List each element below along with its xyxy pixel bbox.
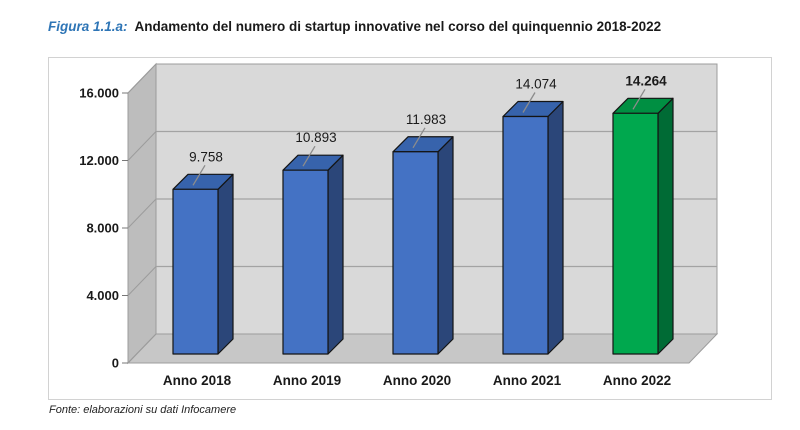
figure-label: Figura 1.1.a:: [48, 19, 128, 34]
y-axis-label: 16.000: [79, 86, 119, 101]
side-wall-gridline: [127, 63, 157, 94]
bar-side-anno-2021: [547, 100, 564, 355]
x-axis-label: Anno 2020: [383, 373, 451, 388]
leader-line: [522, 92, 536, 113]
x-axis-label: Anno 2021: [493, 373, 562, 388]
value-label: 14.264: [625, 73, 667, 88]
bar-anno-2020: [392, 151, 439, 355]
bar-anno-2021: [502, 115, 549, 355]
x-axis-label: Anno 2022: [603, 373, 671, 388]
leader-line: [302, 145, 316, 167]
x-axis-label: Anno 2018: [163, 373, 232, 388]
y-axis-label: 12.000: [79, 153, 119, 168]
bar-chart-svg: 0 4.000 8.000 12.000 16.000 9.758 Anno 2018 10.…: [79, 62, 719, 388]
side-wall-gridline: [127, 333, 157, 364]
y-axis-label: 0: [112, 356, 119, 371]
side-wall-gridline: [127, 266, 157, 296]
figure-title-text: Andamento del numero di startup innovati…: [134, 19, 662, 34]
chart-container: 0 4.000 8.000 12.000 16.000 9.758 Anno 2018 10.…: [48, 57, 772, 400]
page-title: Figura 1.1.a: Andamento del numero di sta…: [48, 19, 768, 34]
x-axis-label: Anno 2019: [273, 373, 341, 388]
bar-anno-2018: [172, 188, 219, 355]
value-label: 10.893: [295, 130, 336, 145]
bar-side-anno-2019: [327, 154, 344, 355]
y-axis-label: 8.000: [86, 221, 119, 236]
side-wall-gridline: [127, 131, 157, 161]
bar-side-anno-2022: [657, 97, 674, 355]
value-label: 9.758: [189, 149, 223, 164]
leader-line: [192, 164, 206, 186]
bar-side-anno-2018: [217, 173, 234, 355]
bar-anno-2022: [612, 112, 659, 355]
bar-side-anno-2020: [437, 136, 454, 355]
bar-anno-2019: [282, 169, 329, 355]
value-label: 11.983: [406, 112, 446, 127]
source-note: Fonte: elaborazioni su dati Infocamere: [49, 404, 237, 416]
leader-line: [412, 127, 426, 149]
leader-line: [632, 88, 646, 110]
side-wall-gridline: [127, 198, 157, 229]
y-axis-label: 4.000: [86, 288, 119, 303]
value-label: 14.074: [515, 77, 557, 92]
